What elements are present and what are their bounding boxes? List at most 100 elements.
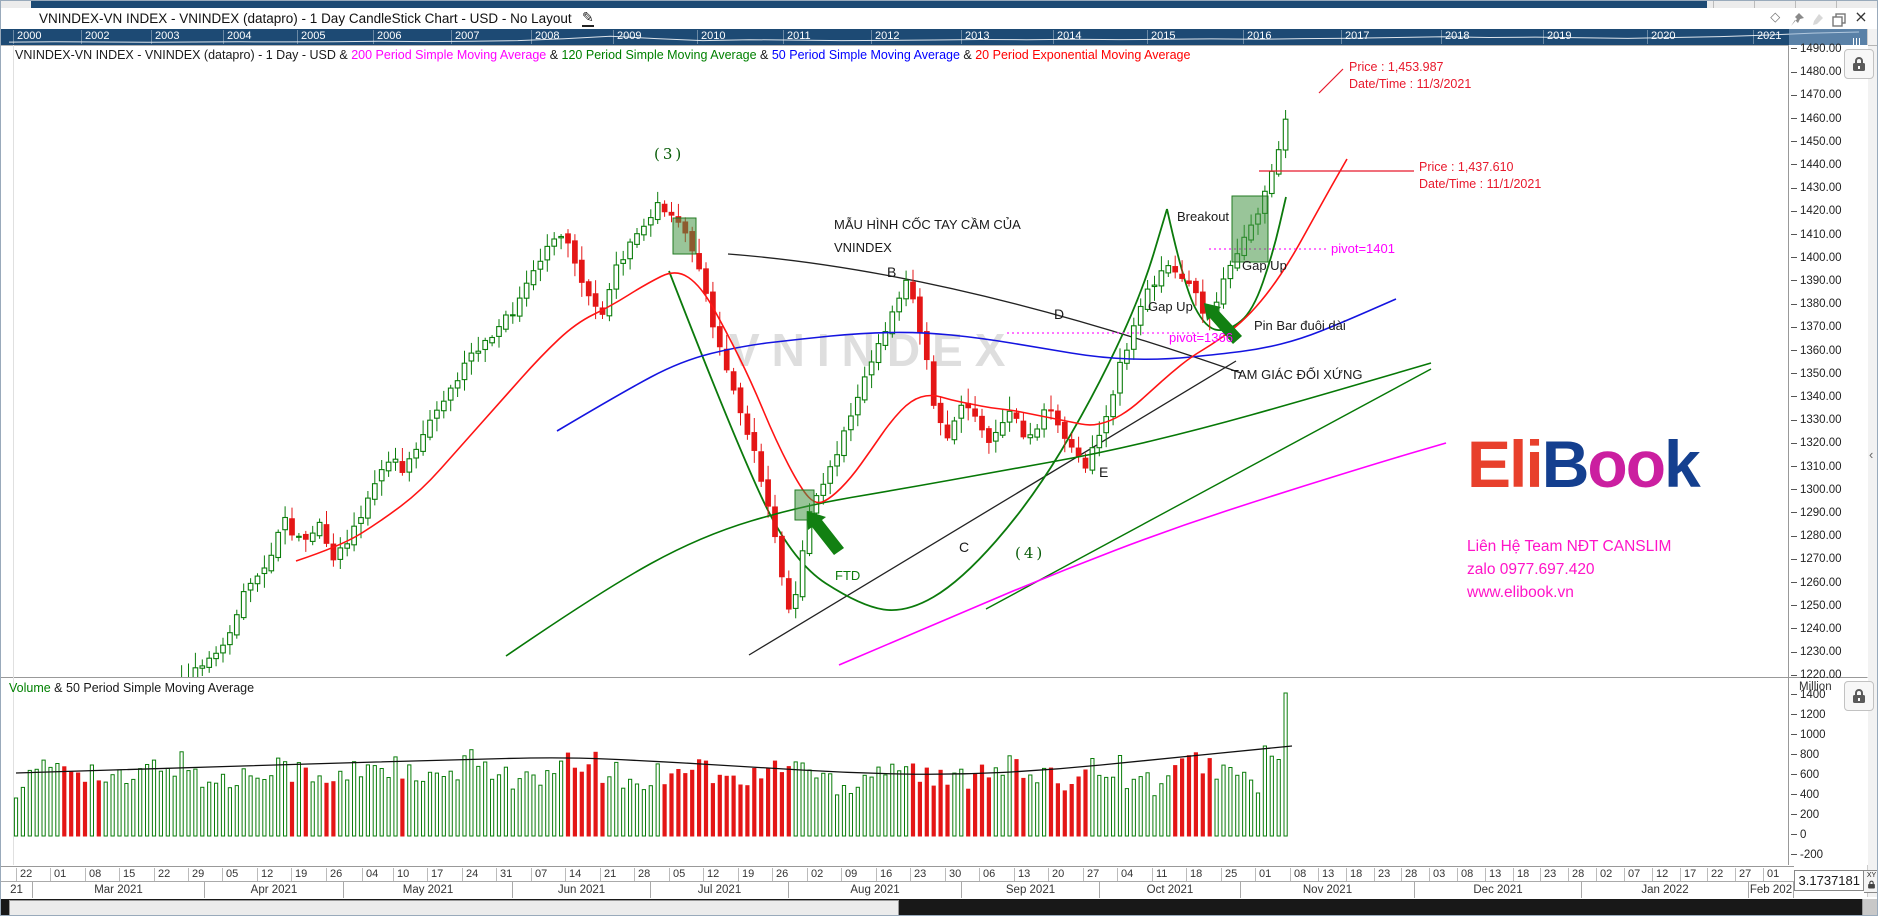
year-label: 2010 [697,30,725,44]
year-label: 2015 [1147,30,1175,44]
day-tick-label: 01 [1255,868,1271,881]
gap-up-label-2[interactable]: Gap Up [1242,258,1287,273]
month-cell-label: Feb 202 [1749,882,1794,898]
month-cell-label: Jan 2022 [1582,882,1749,898]
collapse-panel-chevron-icon[interactable]: ‹ [1869,447,1874,462]
day-tick-label: 13 [1318,868,1334,881]
day-tick-label: 01 [50,868,66,881]
year-label: 2000 [13,30,41,44]
visible-range-highlight[interactable] [1789,29,1867,45]
elibook-logo: EliBook [1467,429,1701,499]
plot-left-edge [13,45,14,865]
day-tick-label: 05 [669,868,685,881]
day-tick-label: 04 [1117,868,1133,881]
tab-separator [1713,1,1714,8]
scrollbar-corner [1862,899,1877,915]
cup-pattern-label-line2[interactable]: VNINDEX [834,240,892,255]
price-pane-legend[interactable]: VNINDEX-VN INDEX - VNINDEX (datapro) - 1… [15,48,1190,62]
horizontal-scrollbar[interactable] [1,899,1877,915]
day-tick-label: 19 [291,868,307,881]
title-bar[interactable]: VNINDEX-VN INDEX - VNINDEX (datapro) - 1… [1,7,1877,29]
price-tick-label: 1360.00 [1791,345,1842,357]
price-tick-label: 1350.00 [1791,368,1842,380]
diamond-icon[interactable]: ◇ [1770,10,1781,25]
day-tick-label: 08 [1290,868,1306,881]
pin-icon[interactable] [1790,12,1806,28]
year-navigator[interactable]: 2000 2002 2003 2004 2005 2006 2007 2008 2009 2010… [1,29,1867,46]
horizontal-scrollbar-thumb[interactable] [9,900,899,915]
price-tick-label: 1230.00 [1791,646,1842,658]
edit-title-pencil-icon[interactable]: ✎ [582,9,594,27]
pivot-1401-label[interactable]: pivot=1401 [1331,241,1395,256]
crosshair-value: 3.1737181 [1798,873,1860,888]
point-c-label[interactable]: C [959,539,970,555]
month-cell-label: Dec 2021 [1415,882,1582,898]
day-tick-label: 06 [979,868,995,881]
ftd-label[interactable]: FTD [835,568,861,583]
year-label: 2014 [1053,30,1081,44]
top-tab-strip[interactable] [1,1,1877,8]
legend-separator: & [959,48,976,62]
day-tick-label: 12 [703,868,719,881]
month-cell-label: Sep 2021 [962,882,1100,898]
price-tick-label: 1310.00 [1791,461,1842,473]
day-tick-label: 02 [1596,868,1612,881]
day-tick-label: 02 [807,868,823,881]
day-tick-label: 30 [945,868,961,881]
ink-tool-icon[interactable] [1810,12,1826,28]
year-label: 2002 [81,30,109,44]
volume-tick-label: 1000 [1791,729,1826,741]
legend-ma-50: 50 Period Simple Moving Average [771,48,960,62]
day-tick-label: 23 [910,868,926,881]
xy-lock-toggle[interactable]: XY [1864,870,1877,893]
price-axis[interactable]: 1490.00 1480.00 1470.00 1460.00 1450.00 1440.… [1788,43,1868,681]
pivot-1366-label[interactable]: pivot=1366 [1169,330,1233,345]
gap-up-label-1[interactable]: Gap Up [1148,299,1193,314]
point-e-label[interactable]: E [1099,464,1109,480]
price-scale-lock-icon[interactable] [1844,49,1874,79]
date-axis-days: 22 01 08 15 22 29 05 12 19 26 04 10 17 24 31 07 14 21 28 05… [1,867,1794,881]
price-tick-label: 1320.00 [1791,437,1842,449]
crosshair-value-box[interactable]: 3.1737181 [1794,870,1864,891]
volume-scale-lock-icon[interactable] [1844,681,1874,711]
date-axis[interactable]: 22 01 08 15 22 29 05 12 19 26 04 10 17 24 31 07 14 21 28 05… [1,866,1794,898]
year-label: 2016 [1243,30,1271,44]
volume-unit-label: Million [1799,681,1832,693]
day-tick-label: 18 [1186,868,1202,881]
day-tick-label: 29 [188,868,204,881]
triangle-label[interactable]: TAM GIÁC ĐỐI XỨNG [1231,367,1363,382]
year-label: 2007 [451,30,479,44]
contact-line-team: Liên Hệ Team NĐT CANSLIM [1467,538,1672,555]
volume-pane-legend[interactable]: Volume & 50 Period Simple Moving Average [9,681,254,695]
price-tick-label: 1430.00 [1791,182,1842,194]
legend-volume-ma: & 50 Period Simple Moving Average [50,681,255,695]
wave-4-label[interactable]: (4) [1015,544,1046,562]
callout-nov1[interactable]: Price : 1,437.610 Date/Time : 11/1/2021 [1419,159,1541,193]
close-icon[interactable]: × [1854,7,1868,26]
callout-nov1-line: Date/Time : 11/1/2021 [1419,177,1542,191]
wave-3-label[interactable]: (3) [654,145,685,163]
price-tick-label: 1290.00 [1791,507,1842,519]
point-b-label[interactable]: B [887,264,897,280]
day-tick-label: 12 [1652,868,1668,881]
day-tick-label: 05 [222,868,238,881]
top-tab-strip-active [31,1,1707,8]
contact-line-website[interactable]: www.elibook.vn [1467,584,1574,601]
day-tick-label: 08 [1457,868,1473,881]
price-tick-label: 1450.00 [1791,136,1842,148]
day-tick-label: 27 [1735,868,1751,881]
breakout-label[interactable]: Breakout [1177,209,1230,224]
day-tick-label: 13 [1014,868,1030,881]
point-d-label[interactable]: D [1054,306,1065,322]
range-drag-handle-icon[interactable] [1853,33,1865,46]
restore-window-icon[interactable] [1831,12,1847,28]
price-tick-label: 1260.00 [1791,577,1842,589]
tab-separator [1795,1,1796,8]
month-cell-label: Aug 2021 [789,882,962,898]
pane-divider-volume[interactable] [1,677,1867,678]
day-tick-label: 31 [496,868,512,881]
cup-pattern-label-line1[interactable]: MẪU HÌNH CỐC TAY CẦM CỦA [834,217,1021,232]
pin-bar-label[interactable]: Pin Bar đuôi dài [1254,318,1346,333]
callout-nov3[interactable]: Price : 1,453.987 Date/Time : 11/3/2021 [1349,59,1471,93]
